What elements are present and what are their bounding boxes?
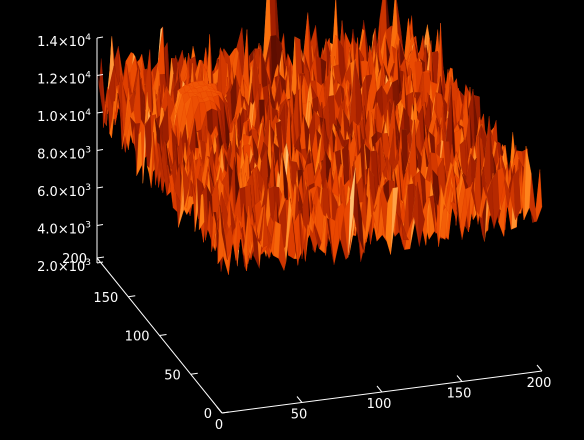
- x-axis-tick: [296, 396, 303, 403]
- y-tick-label: 100: [125, 330, 150, 345]
- x-axis-tick: [456, 375, 463, 382]
- y-tick-label: 50: [164, 368, 181, 383]
- y-tick-label: 200: [62, 252, 87, 267]
- z-tick-label: 8.0×103: [37, 146, 91, 163]
- x-tick-label: 150: [447, 387, 472, 402]
- z-axis-tick: [96, 149, 104, 151]
- z-axis-tick: [96, 74, 104, 76]
- z-axis-tick: [96, 261, 104, 264]
- x-axis-tick: [376, 385, 383, 393]
- y-axis-tick: [190, 372, 198, 375]
- y-axis-tick: [159, 334, 167, 336]
- z-axis-tick: [96, 186, 104, 189]
- y-tick-label: 150: [93, 291, 118, 306]
- z-tick-label: 6.0×103: [37, 183, 91, 200]
- y-axis-tick: [96, 256, 105, 259]
- x-tick-label: 100: [367, 397, 392, 412]
- z-tick-label: 4.0×103: [37, 221, 91, 238]
- surface-mesh: [96, 0, 543, 275]
- axes: 0501001502000501001502002.0×1034.0×1036.…: [37, 33, 551, 433]
- x-tick-label: 0: [215, 418, 223, 433]
- z-tick-label: 1.4×104: [37, 33, 91, 50]
- z-axis-tick: [96, 111, 104, 114]
- z-tick-label: 2.0×103: [37, 258, 91, 275]
- z-axis-tick: [96, 36, 104, 39]
- x-tick-label: 200: [527, 376, 552, 391]
- x-tick-label: 50: [291, 408, 308, 423]
- z-tick-label: 1.2×104: [37, 71, 91, 88]
- surface-cell: [219, 204, 228, 260]
- y-axis-tick: [128, 295, 136, 298]
- z-tick-label: 1.0×104: [37, 108, 91, 125]
- x-axis-tick: [536, 364, 543, 372]
- y-tick-label: 0: [204, 407, 212, 422]
- z-axis-tick: [96, 224, 104, 226]
- y-axis-tick: [221, 411, 230, 414]
